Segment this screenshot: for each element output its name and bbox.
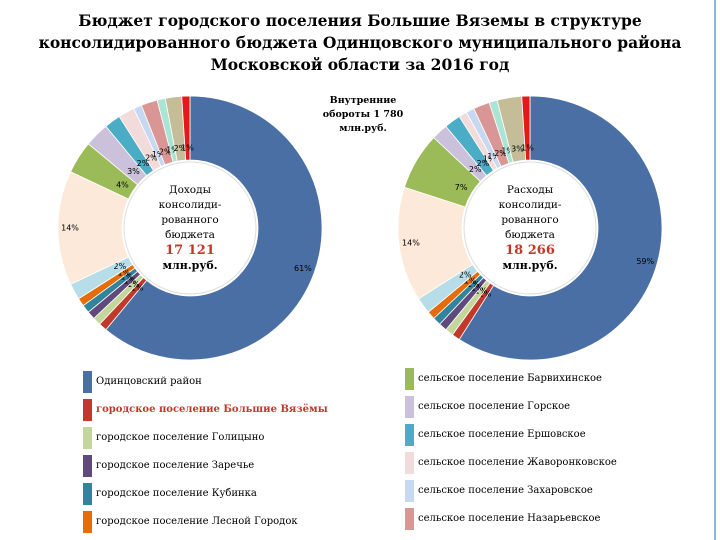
data-label: 14% bbox=[61, 224, 79, 233]
series-total: 17 121 bbox=[165, 243, 215, 258]
data-label: 3% bbox=[511, 144, 524, 153]
data-label: 1% bbox=[483, 155, 496, 164]
title: Бюджет городского поселения Большие Вязе… bbox=[38, 11, 682, 74]
data-label: 3% bbox=[127, 167, 140, 176]
data-label: 1% bbox=[117, 268, 130, 277]
legend-label: сельское поселение Ершовское bbox=[418, 429, 586, 440]
data-label: 2% bbox=[159, 147, 172, 156]
legend-label: сельское поселение Жаворонковское bbox=[418, 457, 617, 468]
series-name: Расходы консолиди-рованного бюджета bbox=[498, 184, 562, 241]
data-label: 1% bbox=[479, 290, 492, 299]
data-label: 1% bbox=[124, 276, 137, 285]
data-label: 1% bbox=[501, 147, 514, 156]
data-label: 1% bbox=[131, 284, 144, 293]
legend-swatch bbox=[405, 508, 414, 530]
data-label: 1% bbox=[127, 280, 140, 289]
legend-swatch bbox=[405, 480, 414, 502]
legend-label: городское поселение Заречье bbox=[96, 460, 255, 471]
legend-swatch bbox=[405, 396, 414, 418]
data-label: 2% bbox=[137, 159, 150, 168]
data-label: 2% bbox=[145, 153, 158, 162]
frame bbox=[714, 0, 716, 540]
data-label: 1% bbox=[467, 280, 480, 289]
series-total: 18 266 bbox=[505, 243, 555, 258]
slice bbox=[458, 95, 663, 361]
slice bbox=[181, 95, 191, 161]
series-unit: млн.руб. bbox=[502, 259, 558, 272]
legend-label: сельское поселение Назарьевское bbox=[418, 513, 601, 524]
annotation: Внутренние обороты 1 780 млн.руб. bbox=[322, 95, 404, 134]
legend-label: городское поселение Кубинка bbox=[96, 488, 257, 499]
center-label: Доходы консолиди-рованного бюджета 17 121… bbox=[140, 183, 240, 273]
data-label: 14% bbox=[402, 239, 420, 248]
data-label: 7% bbox=[455, 183, 468, 192]
legend-swatch bbox=[83, 455, 92, 477]
legend-label: сельское поселение Захаровское bbox=[418, 485, 593, 496]
series-unit: млн.руб. bbox=[162, 259, 218, 272]
legend-label: сельское поселение Горское bbox=[418, 401, 571, 412]
slice bbox=[521, 95, 531, 161]
data-label: 1% bbox=[471, 284, 484, 293]
data-label: 2% bbox=[174, 144, 187, 153]
data-label: 2% bbox=[477, 159, 490, 168]
hole bbox=[463, 161, 597, 295]
data-label: 2% bbox=[494, 149, 507, 158]
series-name: Доходы консолиди-рованного бюджета bbox=[158, 184, 222, 241]
slice bbox=[105, 95, 323, 361]
data-label: 1% bbox=[166, 145, 179, 154]
legend-label: Одинцовский район bbox=[96, 376, 202, 387]
legend-label: городское поселение Голицыно bbox=[96, 432, 265, 443]
hole bbox=[123, 161, 257, 295]
legend-swatch bbox=[83, 427, 92, 449]
data-label: 1% bbox=[181, 144, 194, 153]
legend-swatch bbox=[405, 424, 414, 446]
data-label: 2% bbox=[459, 271, 472, 280]
legend-swatch bbox=[83, 511, 92, 533]
data-label: 61% bbox=[294, 264, 312, 273]
data-label: 1% bbox=[475, 287, 488, 296]
data-label: 2% bbox=[114, 262, 127, 271]
data-label: 1% bbox=[120, 273, 133, 282]
data-label: 1% bbox=[487, 152, 500, 161]
data-label: 1% bbox=[152, 150, 165, 159]
legend-label: сельское поселение Барвихинское bbox=[418, 373, 602, 384]
legend-swatch bbox=[83, 483, 92, 505]
legend-label: городское поселение Лесной Городок bbox=[96, 516, 298, 527]
data-label: 59% bbox=[636, 257, 654, 266]
data-label: 1% bbox=[521, 144, 534, 153]
legend-swatch bbox=[405, 452, 414, 474]
legend-swatch bbox=[83, 399, 92, 421]
data-label: 4% bbox=[116, 181, 129, 190]
legend-swatch bbox=[83, 371, 92, 393]
data-label: 1% bbox=[464, 276, 477, 285]
legend-swatch bbox=[405, 368, 414, 390]
data-label: 2% bbox=[469, 165, 482, 174]
center-label: Расходы консолиди-рованного бюджета 18 26… bbox=[480, 183, 580, 273]
legend-label: городское поселение Большие Вязёмы bbox=[96, 404, 328, 415]
